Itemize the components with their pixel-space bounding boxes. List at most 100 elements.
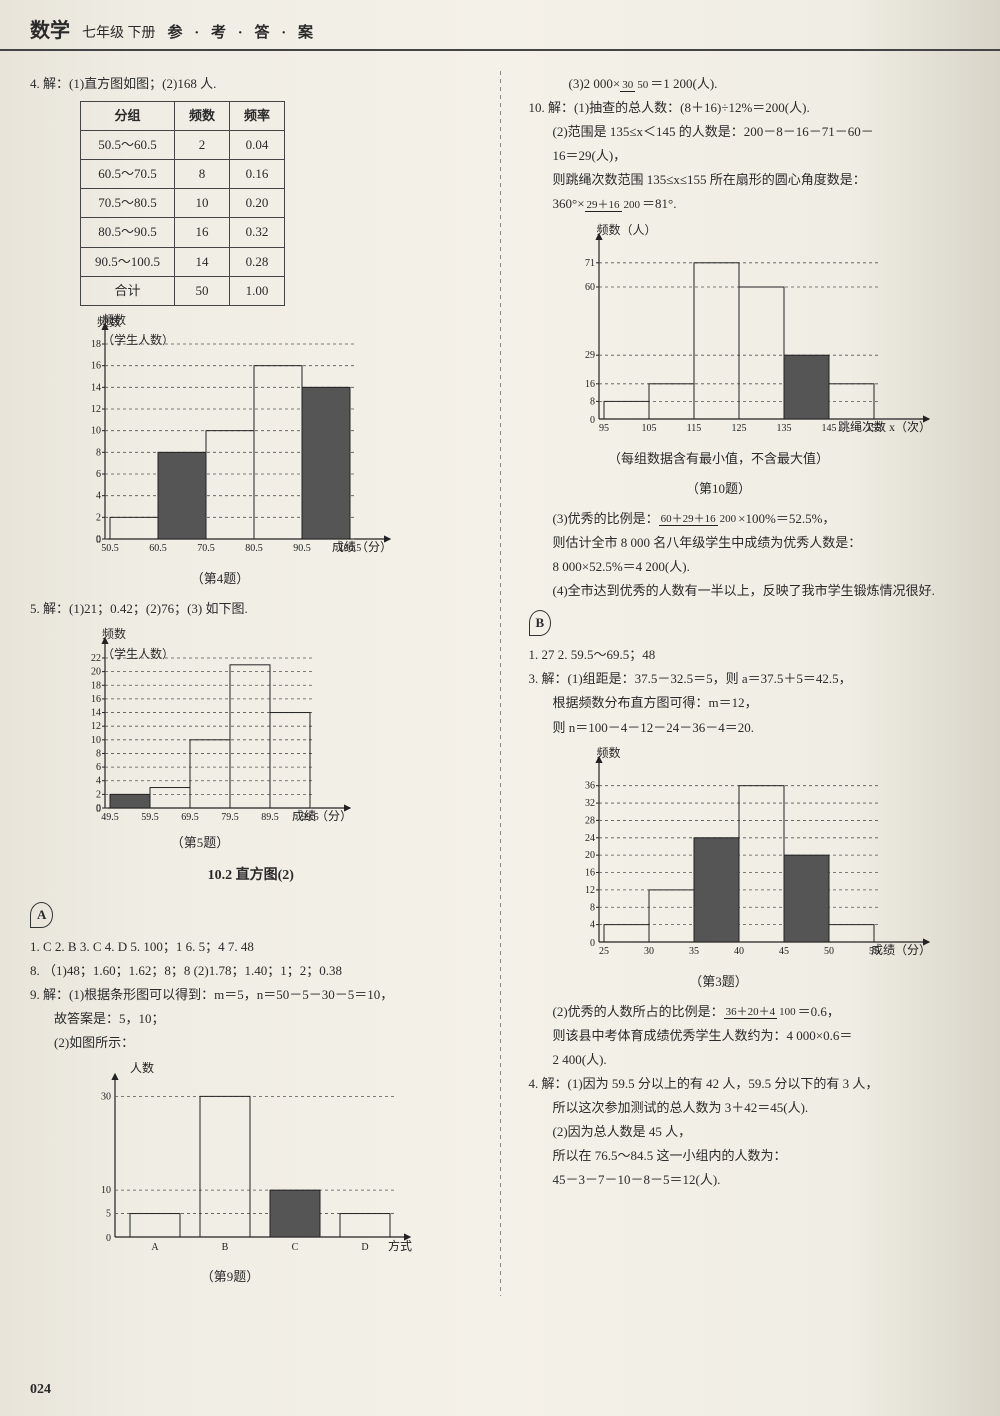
svg-text:D: D — [361, 1242, 368, 1253]
q10-3b: 则估计全市 8 000 名八年级学生中成绩为优秀人数是： — [529, 532, 971, 554]
chart9-caption: （第9题） — [60, 1266, 400, 1288]
b-q3-l2: 根据频数分布直方图可得：m＝12， — [529, 692, 971, 714]
svg-text:80.5: 80.5 — [245, 543, 263, 554]
b-q4-l2: 所以这次参加测试的总人数为 3＋42＝45(人). — [529, 1097, 971, 1119]
svg-text:22: 22 — [91, 653, 101, 664]
b-q4-l4: 所以在 76.5～84.5 这一小组内的人数为： — [529, 1145, 971, 1167]
chart-q4: 频数（学生人数） 0 2 4 6 8 10 — [60, 314, 472, 564]
a-line-4: 故答案是：5，10； — [30, 1008, 472, 1030]
b-q3-l1: 3. 解：(1)组距是：37.5－32.5＝5，则 a＝37.5＋5＝42.5， — [529, 668, 971, 690]
a-line-1: 1. C 2. B 3. C 4. D 5. 100；1 6. 5；4 7. 4… — [30, 936, 472, 958]
svg-text:成绩（分）: 成绩（分） — [332, 540, 392, 554]
svg-text:跳绳次数 x（次）: 跳绳次数 x（次） — [837, 419, 930, 434]
svg-text:115: 115 — [686, 423, 701, 434]
svg-text:49.5: 49.5 — [101, 812, 119, 823]
svg-text:10: 10 — [91, 735, 101, 746]
svg-text:28: 28 — [585, 815, 595, 826]
chart3b-caption: （第3题） — [539, 971, 899, 993]
svg-text:16: 16 — [91, 694, 101, 705]
svg-text:59.5: 59.5 — [141, 812, 159, 823]
svg-text:10: 10 — [101, 1186, 111, 1197]
svg-text:10: 10 — [91, 425, 101, 436]
svg-text:0: 0 — [106, 1233, 111, 1244]
svg-text:12: 12 — [585, 884, 595, 895]
svg-text:6: 6 — [96, 469, 101, 480]
svg-text:24: 24 — [585, 832, 595, 843]
svg-text:25: 25 — [599, 946, 609, 957]
svg-text:60: 60 — [585, 282, 595, 293]
svg-text:12: 12 — [91, 404, 101, 415]
svg-text:145: 145 — [821, 423, 836, 434]
svg-text:95: 95 — [599, 423, 609, 434]
svg-text:8: 8 — [96, 447, 101, 458]
section-heading: 10.2 直方图(2) — [30, 864, 472, 888]
q10-l4: 则跳绳次数范围 135≤x≤155 所在扇形的圆心角度数是： — [529, 169, 971, 191]
svg-text:45: 45 — [779, 946, 789, 957]
header-title: 参 · 考 · 答 · 案 — [168, 21, 318, 42]
svg-text:90.5: 90.5 — [293, 543, 311, 554]
svg-text:4: 4 — [96, 776, 101, 787]
chart-q3b: 频数 4 8 12 16 20 24 — [559, 747, 971, 967]
chart-q5: 频数（学生人数） 0 2 4 6 8 10 — [60, 628, 472, 828]
q10-3: (3)优秀的比例是：60＋29＋16200×100%＝52.5%， — [529, 508, 971, 530]
b-intro: 1. 27 2. 59.5～69.5；48 — [529, 644, 971, 666]
b-q3-2: (2)优秀的人数所占的比例是：36＋20＋4100＝0.6， — [529, 1001, 971, 1023]
svg-text:36: 36 — [585, 780, 595, 791]
q10-l3: 16＝29(人)， — [529, 145, 971, 167]
svg-text:0: 0 — [96, 535, 101, 546]
left-column: 4. 解：(1)直方图如图；(2)168 人. 分组频数频率 50.5～60.5… — [30, 71, 472, 1296]
chart-q10: 频数（人） 8 16 29 60 71 951051 — [559, 224, 971, 444]
b-q3-2c: 2 400(人). — [529, 1049, 971, 1071]
b-q4-l5: 45－3－7－10－8－5＝12(人). — [529, 1169, 971, 1191]
badge-a: A — [30, 902, 53, 928]
q10-l1: 10. 解：(1)抽查的总人数：(8＋16)÷12%＝200(人). — [529, 97, 971, 119]
svg-text:20: 20 — [585, 850, 595, 861]
svg-text:0: 0 — [590, 938, 595, 949]
subject: 数学 — [30, 14, 70, 43]
svg-text:16: 16 — [91, 360, 101, 371]
svg-text:79.5: 79.5 — [221, 812, 239, 823]
q4-table: 分组频数频率 50.5～60.520.0460.5～70.580.1670.5～… — [80, 101, 285, 306]
svg-text:70.5: 70.5 — [197, 543, 215, 554]
b-q3-2b: 则该县中考体育成绩优秀学生人数约为：4 000×0.6＝ — [529, 1025, 971, 1047]
q10-3c: 8 000×52.5%＝4 200(人). — [529, 556, 971, 578]
badge-b: B — [529, 610, 552, 636]
svg-text:8: 8 — [590, 396, 595, 407]
svg-text:14: 14 — [91, 382, 101, 393]
right-column: (3)2 000×3050＝1 200(人). 10. 解：(1)抽查的总人数：… — [529, 71, 971, 1296]
svg-text:35: 35 — [689, 946, 699, 957]
svg-text:4: 4 — [590, 919, 595, 930]
q10-4: (4)全市达到优秀的人数有一半以上，反映了我市学生锻炼情况很好. — [529, 580, 971, 602]
b-q4-l3: (2)因为总人数是 45 人， — [529, 1121, 971, 1143]
svg-text:30: 30 — [101, 1092, 111, 1103]
svg-text:20: 20 — [91, 667, 101, 678]
svg-text:方式: 方式 — [388, 1238, 412, 1253]
svg-text:71: 71 — [585, 257, 595, 268]
q10-calc: 360°×29＋16200＝81°. — [529, 193, 971, 215]
svg-text:50: 50 — [824, 946, 834, 957]
svg-text:40: 40 — [734, 946, 744, 957]
svg-text:29: 29 — [585, 350, 595, 361]
svg-text:89.5: 89.5 — [261, 812, 279, 823]
svg-text:B: B — [222, 1242, 229, 1253]
svg-text:A: A — [151, 1242, 159, 1253]
svg-text:成绩（分）: 成绩（分） — [292, 809, 352, 823]
svg-text:6: 6 — [96, 762, 101, 773]
svg-text:C: C — [292, 1242, 299, 1253]
svg-text:125: 125 — [731, 423, 746, 434]
svg-text:32: 32 — [585, 798, 595, 809]
svg-text:105: 105 — [641, 423, 656, 434]
svg-text:69.5: 69.5 — [181, 812, 199, 823]
svg-text:0: 0 — [590, 415, 595, 426]
svg-text:8: 8 — [96, 748, 101, 759]
q4-intro: 4. 解：(1)直方图如图；(2)168 人. — [30, 73, 472, 95]
b-q4-l1: 4. 解：(1)因为 59.5 分以上的有 42 人，59.5 分以下的有 3 … — [529, 1073, 971, 1095]
svg-text:16: 16 — [585, 867, 595, 878]
b-q3-l3: 则 n＝100－4－12－24－36－4＝20. — [529, 717, 971, 739]
svg-text:2: 2 — [96, 789, 101, 800]
svg-text:8: 8 — [590, 902, 595, 913]
page-number: 024 — [30, 1382, 51, 1398]
chart-q9: 51030ABCD0 人数 方式 — [60, 1062, 472, 1262]
chart10-caption: （第10题） — [539, 478, 899, 500]
chart5-caption: （第5题） — [60, 832, 340, 854]
